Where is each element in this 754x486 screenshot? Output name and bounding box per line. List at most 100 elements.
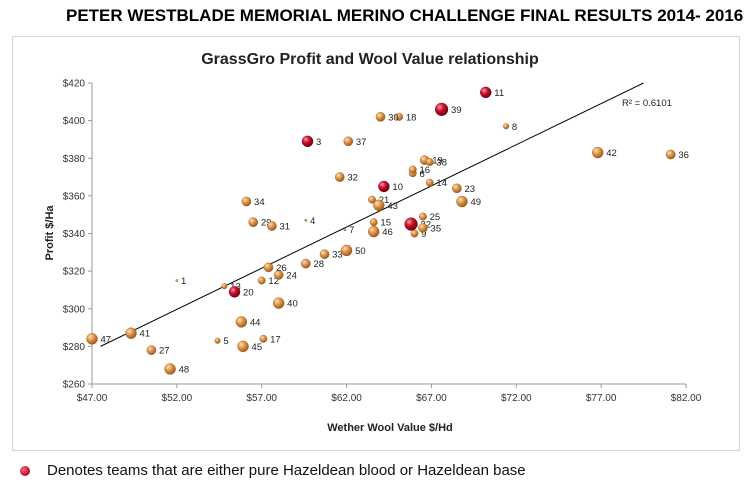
data-point xyxy=(263,262,274,273)
data-point-label: 1 xyxy=(181,276,186,287)
x-tick-label: $52.00 xyxy=(162,393,193,404)
data-point-label: 4 xyxy=(310,216,315,227)
data-point xyxy=(267,221,277,231)
data-point xyxy=(235,316,248,328)
trend-line xyxy=(100,82,644,347)
data-point xyxy=(425,178,434,187)
data-point xyxy=(259,334,268,343)
data-point-label: 34 xyxy=(254,197,265,208)
data-point xyxy=(343,228,347,232)
data-point xyxy=(237,340,249,353)
data-point-label: 39 xyxy=(451,105,462,116)
data-point-label: 23 xyxy=(464,184,475,195)
y-tick-label: $300 xyxy=(63,304,86,315)
data-point xyxy=(304,218,308,222)
data-point-label: 7 xyxy=(349,225,354,236)
data-point xyxy=(334,172,345,182)
data-point-label: 28 xyxy=(313,259,324,270)
data-point xyxy=(419,212,427,221)
data-point xyxy=(241,196,252,207)
x-tick-label: $47.00 xyxy=(77,393,108,404)
x-tick-label: $77.00 xyxy=(586,393,617,404)
data-point xyxy=(319,249,330,259)
data-point-label: 24 xyxy=(286,270,297,281)
data-point-label: 16 xyxy=(419,165,430,176)
data-point-label: 49 xyxy=(470,197,481,208)
data-point-label: 31 xyxy=(279,221,290,232)
data-point xyxy=(368,225,380,238)
x-tick-label: $67.00 xyxy=(416,393,447,404)
data-point-label: 17 xyxy=(270,334,281,345)
data-point xyxy=(301,258,311,269)
data-point-label: 29 xyxy=(261,218,272,229)
data-point xyxy=(373,199,385,211)
data-point-label: 47 xyxy=(101,334,112,345)
data-point-label: 20 xyxy=(243,287,254,298)
data-point-label: 33 xyxy=(332,250,343,261)
r-squared-label: R² = 0.6101 xyxy=(622,98,672,109)
data-point xyxy=(257,276,266,285)
data-point xyxy=(452,183,462,194)
data-point-label: 26 xyxy=(276,263,287,274)
data-point xyxy=(456,195,468,208)
data-point-label: 14 xyxy=(436,178,447,189)
data-point xyxy=(86,333,98,345)
data-point xyxy=(375,112,386,122)
y-tick-label: $400 xyxy=(63,116,86,127)
data-point xyxy=(425,158,434,166)
data-point-label: 25 xyxy=(430,212,441,223)
page-title: PETER WESTBLADE MEMORIAL MERINO CHALLENG… xyxy=(66,6,744,25)
data-point xyxy=(214,337,221,344)
data-point xyxy=(404,217,418,231)
y-tick-label: $320 xyxy=(63,267,86,278)
data-point xyxy=(248,217,259,228)
data-point-label: 10 xyxy=(392,182,403,193)
data-point-label: 48 xyxy=(179,364,190,375)
data-point xyxy=(164,363,176,375)
data-point xyxy=(273,270,284,280)
data-point-label: 41 xyxy=(140,329,151,340)
data-point xyxy=(228,286,241,298)
data-point xyxy=(368,195,376,204)
data-point xyxy=(410,229,419,238)
data-point-label: 11 xyxy=(494,88,504,99)
data-point-label: 5 xyxy=(223,336,228,347)
data-point-label: 32 xyxy=(347,173,358,184)
x-tick-label: $62.00 xyxy=(331,393,362,404)
chart-frame xyxy=(12,36,740,451)
data-point xyxy=(272,297,285,309)
data-point xyxy=(343,136,354,147)
data-point-label: 21 xyxy=(379,195,390,206)
data-point-label: 9 xyxy=(421,229,426,240)
data-point-label: 50 xyxy=(355,246,366,257)
data-point xyxy=(369,218,378,227)
y-tick-label: $260 xyxy=(63,380,86,391)
y-tick-label: $380 xyxy=(63,154,86,165)
legend-text: Denotes teams that are either pure Hazel… xyxy=(47,462,526,479)
data-point-label: 27 xyxy=(159,346,170,357)
data-point-label: 3 xyxy=(316,137,321,148)
data-point-label: 8 xyxy=(512,122,517,133)
data-point xyxy=(221,283,228,290)
data-point xyxy=(592,146,604,159)
data-point xyxy=(378,180,390,193)
data-point xyxy=(665,149,676,160)
data-point-label: 30 xyxy=(388,112,399,123)
data-point-label: 42 xyxy=(606,148,617,159)
data-point xyxy=(301,135,314,148)
data-point-label: 36 xyxy=(678,150,689,161)
y-tick-label: $280 xyxy=(63,342,86,353)
data-point-label: 6 xyxy=(419,169,424,180)
data-point xyxy=(125,327,137,339)
data-point-label: 15 xyxy=(380,218,391,229)
data-point-label: 19 xyxy=(432,156,443,167)
data-point xyxy=(408,165,417,174)
x-tick-label: $72.00 xyxy=(501,393,532,404)
data-point-label: 40 xyxy=(287,299,298,310)
y-tick-label: $340 xyxy=(63,229,86,240)
data-point-label: 46 xyxy=(382,227,393,238)
chart-title: GrassGro Profit and Wool Value relations… xyxy=(201,51,539,68)
y-tick-label: $360 xyxy=(63,191,86,202)
data-point-label: 18 xyxy=(406,112,417,123)
